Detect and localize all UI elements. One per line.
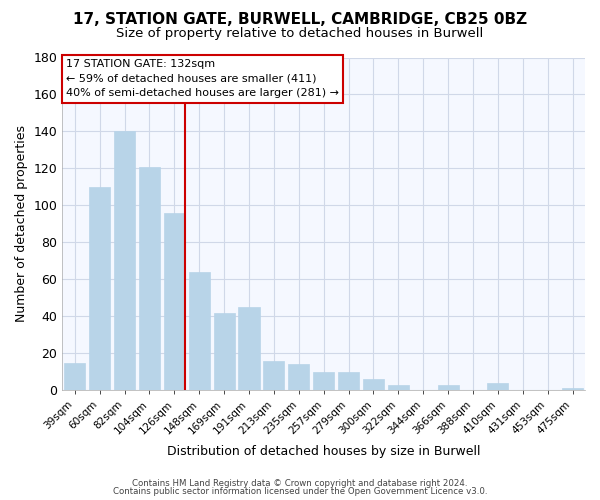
Bar bbox=[263, 360, 284, 390]
Text: 17 STATION GATE: 132sqm
← 59% of detached houses are smaller (411)
40% of semi-d: 17 STATION GATE: 132sqm ← 59% of detache… bbox=[66, 60, 339, 98]
Bar bbox=[214, 312, 235, 390]
Bar bbox=[313, 372, 334, 390]
Bar bbox=[388, 384, 409, 390]
Text: Contains HM Land Registry data © Crown copyright and database right 2024.: Contains HM Land Registry data © Crown c… bbox=[132, 478, 468, 488]
Bar bbox=[562, 388, 583, 390]
Text: 17, STATION GATE, BURWELL, CAMBRIDGE, CB25 0BZ: 17, STATION GATE, BURWELL, CAMBRIDGE, CB… bbox=[73, 12, 527, 28]
Text: Size of property relative to detached houses in Burwell: Size of property relative to detached ho… bbox=[116, 28, 484, 40]
Bar bbox=[139, 166, 160, 390]
Bar bbox=[338, 372, 359, 390]
Bar bbox=[164, 213, 185, 390]
Text: Contains public sector information licensed under the Open Government Licence v3: Contains public sector information licen… bbox=[113, 487, 487, 496]
Bar bbox=[188, 272, 210, 390]
Bar bbox=[89, 187, 110, 390]
Bar bbox=[64, 362, 85, 390]
Bar bbox=[288, 364, 310, 390]
X-axis label: Distribution of detached houses by size in Burwell: Distribution of detached houses by size … bbox=[167, 444, 481, 458]
Bar bbox=[437, 384, 458, 390]
Bar bbox=[114, 132, 135, 390]
Y-axis label: Number of detached properties: Number of detached properties bbox=[15, 126, 28, 322]
Bar bbox=[238, 307, 260, 390]
Bar bbox=[487, 383, 508, 390]
Bar bbox=[363, 379, 384, 390]
